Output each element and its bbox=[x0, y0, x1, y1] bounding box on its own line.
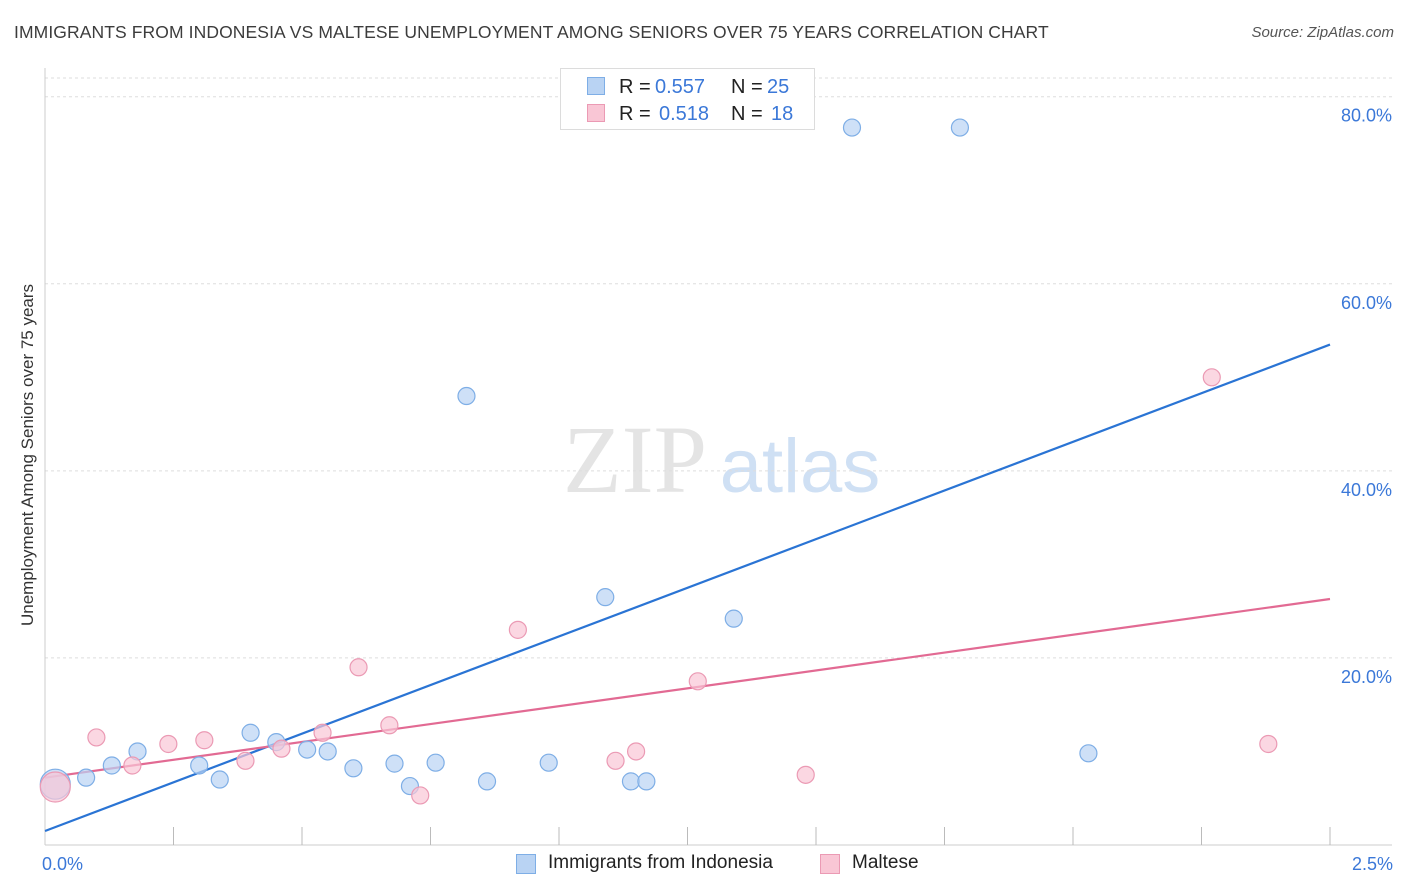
data-point-maltese bbox=[1202, 368, 1221, 387]
data-point-indonesia bbox=[596, 588, 615, 607]
legend-r-value: 0.557 bbox=[655, 75, 706, 98]
data-point-maltese bbox=[272, 739, 291, 758]
data-point-indonesia bbox=[102, 756, 121, 775]
data-point-maltese bbox=[123, 756, 142, 775]
x-tick-label: 0.0% bbox=[42, 854, 83, 874]
data-point-maltese bbox=[236, 751, 255, 770]
watermark-atlas: atlas bbox=[720, 424, 881, 509]
data-point-maltese bbox=[39, 771, 71, 803]
data-point-indonesia bbox=[77, 768, 96, 787]
data-point-maltese bbox=[688, 672, 707, 691]
legend-r-label: R = bbox=[619, 75, 651, 98]
bottom-legend-swatch-blue bbox=[516, 854, 536, 874]
correlation-legend: R = 0.557 N = 25 R = 0.518 N = 18 bbox=[560, 68, 815, 130]
data-point-maltese bbox=[313, 723, 332, 742]
data-point-indonesia bbox=[950, 118, 970, 137]
data-point-maltese bbox=[508, 620, 527, 639]
data-point-indonesia bbox=[539, 753, 558, 772]
data-point-maltese bbox=[195, 731, 214, 750]
tick-labels: 20.0% 40.0% 60.0% 80.0% 0.0% 2.5% bbox=[42, 106, 1393, 874]
data-point-indonesia bbox=[724, 609, 743, 628]
data-point-indonesia bbox=[241, 723, 260, 742]
data-point-maltese bbox=[411, 786, 430, 805]
trend-lines bbox=[44, 343, 1331, 832]
data-point-indonesia bbox=[457, 386, 476, 406]
data-points bbox=[39, 118, 1278, 805]
source-label: Source: ZipAtlas.com bbox=[1251, 24, 1394, 41]
y-tick-label: 60.0% bbox=[1341, 293, 1392, 313]
bottom-legend-label: Maltese bbox=[852, 852, 919, 873]
y-tick-label: 80.0% bbox=[1341, 106, 1392, 126]
data-point-indonesia bbox=[385, 754, 404, 773]
data-point-maltese bbox=[87, 728, 106, 747]
legend-r-label: R = bbox=[619, 102, 651, 125]
data-point-maltese bbox=[606, 751, 625, 770]
watermark: ZIP atlas bbox=[563, 406, 880, 513]
legend-swatch-blue bbox=[587, 77, 605, 95]
data-point-maltese bbox=[380, 716, 399, 735]
bottom-legend-label: Immigrants from Indonesia bbox=[548, 852, 773, 873]
data-point-indonesia bbox=[344, 759, 363, 778]
axes bbox=[44, 68, 1392, 846]
data-point-indonesia bbox=[426, 753, 445, 772]
data-point-indonesia bbox=[842, 118, 862, 137]
legend-n-label: N = bbox=[731, 75, 763, 98]
data-point-maltese bbox=[796, 765, 815, 784]
grid bbox=[45, 77, 1392, 659]
legend-r-value: 0.518 bbox=[659, 102, 710, 125]
data-point-indonesia bbox=[210, 770, 229, 789]
data-point-maltese bbox=[349, 658, 368, 677]
legend-swatch-pink bbox=[587, 104, 605, 122]
data-point-indonesia bbox=[318, 742, 337, 761]
legend-n-label: N = bbox=[731, 102, 763, 125]
legend-n-value: 25 bbox=[767, 75, 790, 98]
y-tick-label: 40.0% bbox=[1341, 480, 1392, 500]
trend-line-maltese bbox=[44, 597, 1331, 779]
data-point-indonesia bbox=[621, 772, 641, 791]
data-point-indonesia bbox=[1079, 744, 1098, 763]
chart-title: IMMIGRANTS FROM INDONESIA VS MALTESE UNE… bbox=[14, 22, 1049, 42]
data-point-indonesia bbox=[637, 772, 656, 791]
data-point-maltese bbox=[1259, 734, 1278, 754]
y-tick-label: 20.0% bbox=[1341, 667, 1392, 687]
data-point-indonesia bbox=[298, 740, 317, 759]
data-point-maltese bbox=[159, 734, 178, 754]
trend-line-indonesia bbox=[44, 343, 1331, 832]
bottom-legend-swatch-pink bbox=[820, 854, 840, 874]
data-point-indonesia bbox=[190, 756, 209, 775]
x-tick-label: 2.5% bbox=[1352, 854, 1393, 874]
watermark-zip: ZIP bbox=[563, 406, 707, 513]
data-point-maltese bbox=[626, 742, 646, 761]
legend-n-value: 18 bbox=[771, 102, 794, 125]
data-point-indonesia bbox=[477, 772, 497, 791]
